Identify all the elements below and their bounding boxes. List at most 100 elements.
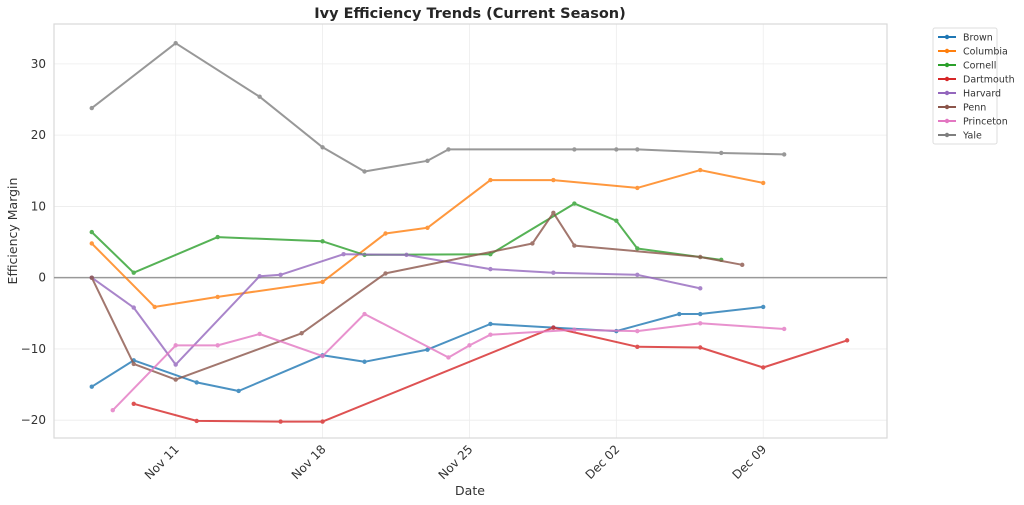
data-point-penn bbox=[131, 361, 136, 367]
data-point-columbia bbox=[215, 294, 220, 300]
legend-label: Brown bbox=[963, 33, 993, 44]
data-point-cornell bbox=[614, 218, 619, 223]
legend-marker bbox=[944, 118, 950, 124]
data-point-princeton bbox=[362, 311, 367, 317]
data-point-princeton bbox=[781, 326, 787, 332]
y-tick-label: 30 bbox=[31, 57, 46, 71]
data-point-harvard bbox=[404, 252, 409, 258]
legend-item-dartmouth: Dartmouth bbox=[938, 75, 1015, 86]
data-point-harvard bbox=[635, 272, 640, 278]
series-penn bbox=[89, 210, 745, 382]
data-point-harvard bbox=[698, 286, 703, 291]
legend-item-brown: Brown bbox=[938, 33, 993, 44]
legend-item-harvard: Harvard bbox=[938, 89, 1001, 100]
data-point-brown bbox=[89, 384, 94, 389]
legend-marker bbox=[944, 104, 950, 110]
series-princeton bbox=[110, 311, 787, 413]
data-point-cornell bbox=[635, 246, 640, 251]
legend-label: Dartmouth bbox=[963, 75, 1015, 86]
data-point-harvard bbox=[278, 272, 283, 278]
data-point-dartmouth bbox=[635, 344, 640, 349]
data-point-columbia bbox=[320, 279, 325, 285]
legend-marker bbox=[944, 132, 950, 138]
data-point-brown bbox=[761, 304, 766, 310]
legend-label: Penn bbox=[963, 103, 986, 114]
series-dartmouth bbox=[131, 325, 850, 424]
data-point-princeton bbox=[215, 343, 220, 348]
data-point-yale bbox=[173, 41, 178, 46]
y-axis-ticks: −20 −10 0 10 20 30 bbox=[21, 57, 46, 427]
data-point-columbia bbox=[152, 304, 157, 310]
series-yale bbox=[89, 41, 787, 174]
legend-label: Harvard bbox=[963, 89, 1001, 100]
data-point-brown bbox=[194, 380, 199, 385]
legend-marker bbox=[944, 62, 950, 68]
data-point-columbia bbox=[635, 185, 640, 191]
y-axis-label: Efficiency Margin bbox=[5, 178, 20, 285]
legend-marker bbox=[944, 34, 950, 40]
data-point-dartmouth bbox=[761, 365, 766, 370]
data-point-penn bbox=[698, 254, 703, 260]
legend-label: Cornell bbox=[963, 61, 996, 72]
series-harvard bbox=[89, 251, 703, 367]
series-line-princeton bbox=[112, 313, 785, 411]
y-tick-label: 10 bbox=[31, 199, 46, 213]
legend-label: Columbia bbox=[963, 47, 1008, 58]
data-point-princeton bbox=[635, 328, 640, 334]
data-point-princeton bbox=[173, 343, 178, 348]
data-point-princeton bbox=[110, 408, 115, 413]
data-point-penn bbox=[89, 275, 94, 280]
data-point-harvard bbox=[173, 362, 178, 367]
legend-frame bbox=[932, 27, 998, 145]
x-tick-label: Dec 02 bbox=[583, 442, 623, 482]
data-point-brown bbox=[236, 388, 241, 394]
series-line-penn bbox=[90, 211, 743, 381]
data-point-dartmouth bbox=[194, 418, 199, 424]
chart-title: Ivy Efficiency Trends (Current Season) bbox=[314, 6, 626, 22]
y-tick-label: −20 bbox=[21, 413, 46, 427]
data-point-penn bbox=[572, 243, 577, 248]
data-point-princeton bbox=[467, 343, 472, 348]
data-point-princeton bbox=[446, 355, 451, 360]
y-tick-label: 0 bbox=[38, 271, 46, 285]
data-point-dartmouth bbox=[844, 338, 850, 343]
x-tick-label: Dec 09 bbox=[730, 442, 770, 482]
data-point-harvard bbox=[488, 266, 493, 272]
data-point-yale bbox=[257, 94, 262, 99]
data-point-princeton bbox=[257, 331, 262, 337]
legend-label: Princeton bbox=[963, 117, 1008, 128]
data-point-brown bbox=[362, 359, 367, 364]
legend-marker bbox=[944, 76, 950, 82]
legend-item-yale: Yale bbox=[938, 131, 982, 142]
series-group bbox=[89, 41, 850, 424]
data-point-brown bbox=[677, 311, 682, 317]
series-cornell bbox=[89, 201, 724, 275]
x-tick-label: Nov 25 bbox=[436, 442, 476, 482]
legend-item-penn: Penn bbox=[938, 103, 986, 114]
legend-marker bbox=[944, 48, 950, 54]
data-point-harvard bbox=[131, 305, 136, 310]
data-point-yale bbox=[719, 150, 724, 156]
data-point-cornell bbox=[320, 239, 325, 244]
legend-label: Yale bbox=[962, 131, 982, 142]
data-point-columbia bbox=[425, 225, 430, 230]
x-axis-ticks: Nov 11 Nov 18 Nov 25 Dec 02 Dec 09 bbox=[142, 442, 769, 482]
data-point-penn bbox=[299, 331, 304, 336]
y-tick-label: 20 bbox=[31, 128, 46, 142]
legend-item-princeton: Princeton bbox=[938, 117, 1008, 128]
data-point-yale bbox=[781, 152, 787, 157]
x-tick-label: Nov 11 bbox=[142, 442, 182, 482]
series-line-cornell bbox=[91, 202, 722, 274]
data-point-brown bbox=[698, 311, 703, 317]
data-point-penn bbox=[740, 262, 745, 268]
legend-item-cornell: Cornell bbox=[938, 61, 996, 72]
data-point-cornell bbox=[89, 229, 94, 235]
data-point-columbia bbox=[551, 177, 556, 183]
data-point-yale bbox=[635, 147, 640, 152]
plot-area-frame bbox=[53, 23, 888, 439]
data-point-penn bbox=[383, 271, 388, 276]
series-line-columbia bbox=[91, 169, 764, 308]
data-point-harvard bbox=[257, 274, 262, 279]
series-columbia bbox=[89, 167, 766, 310]
